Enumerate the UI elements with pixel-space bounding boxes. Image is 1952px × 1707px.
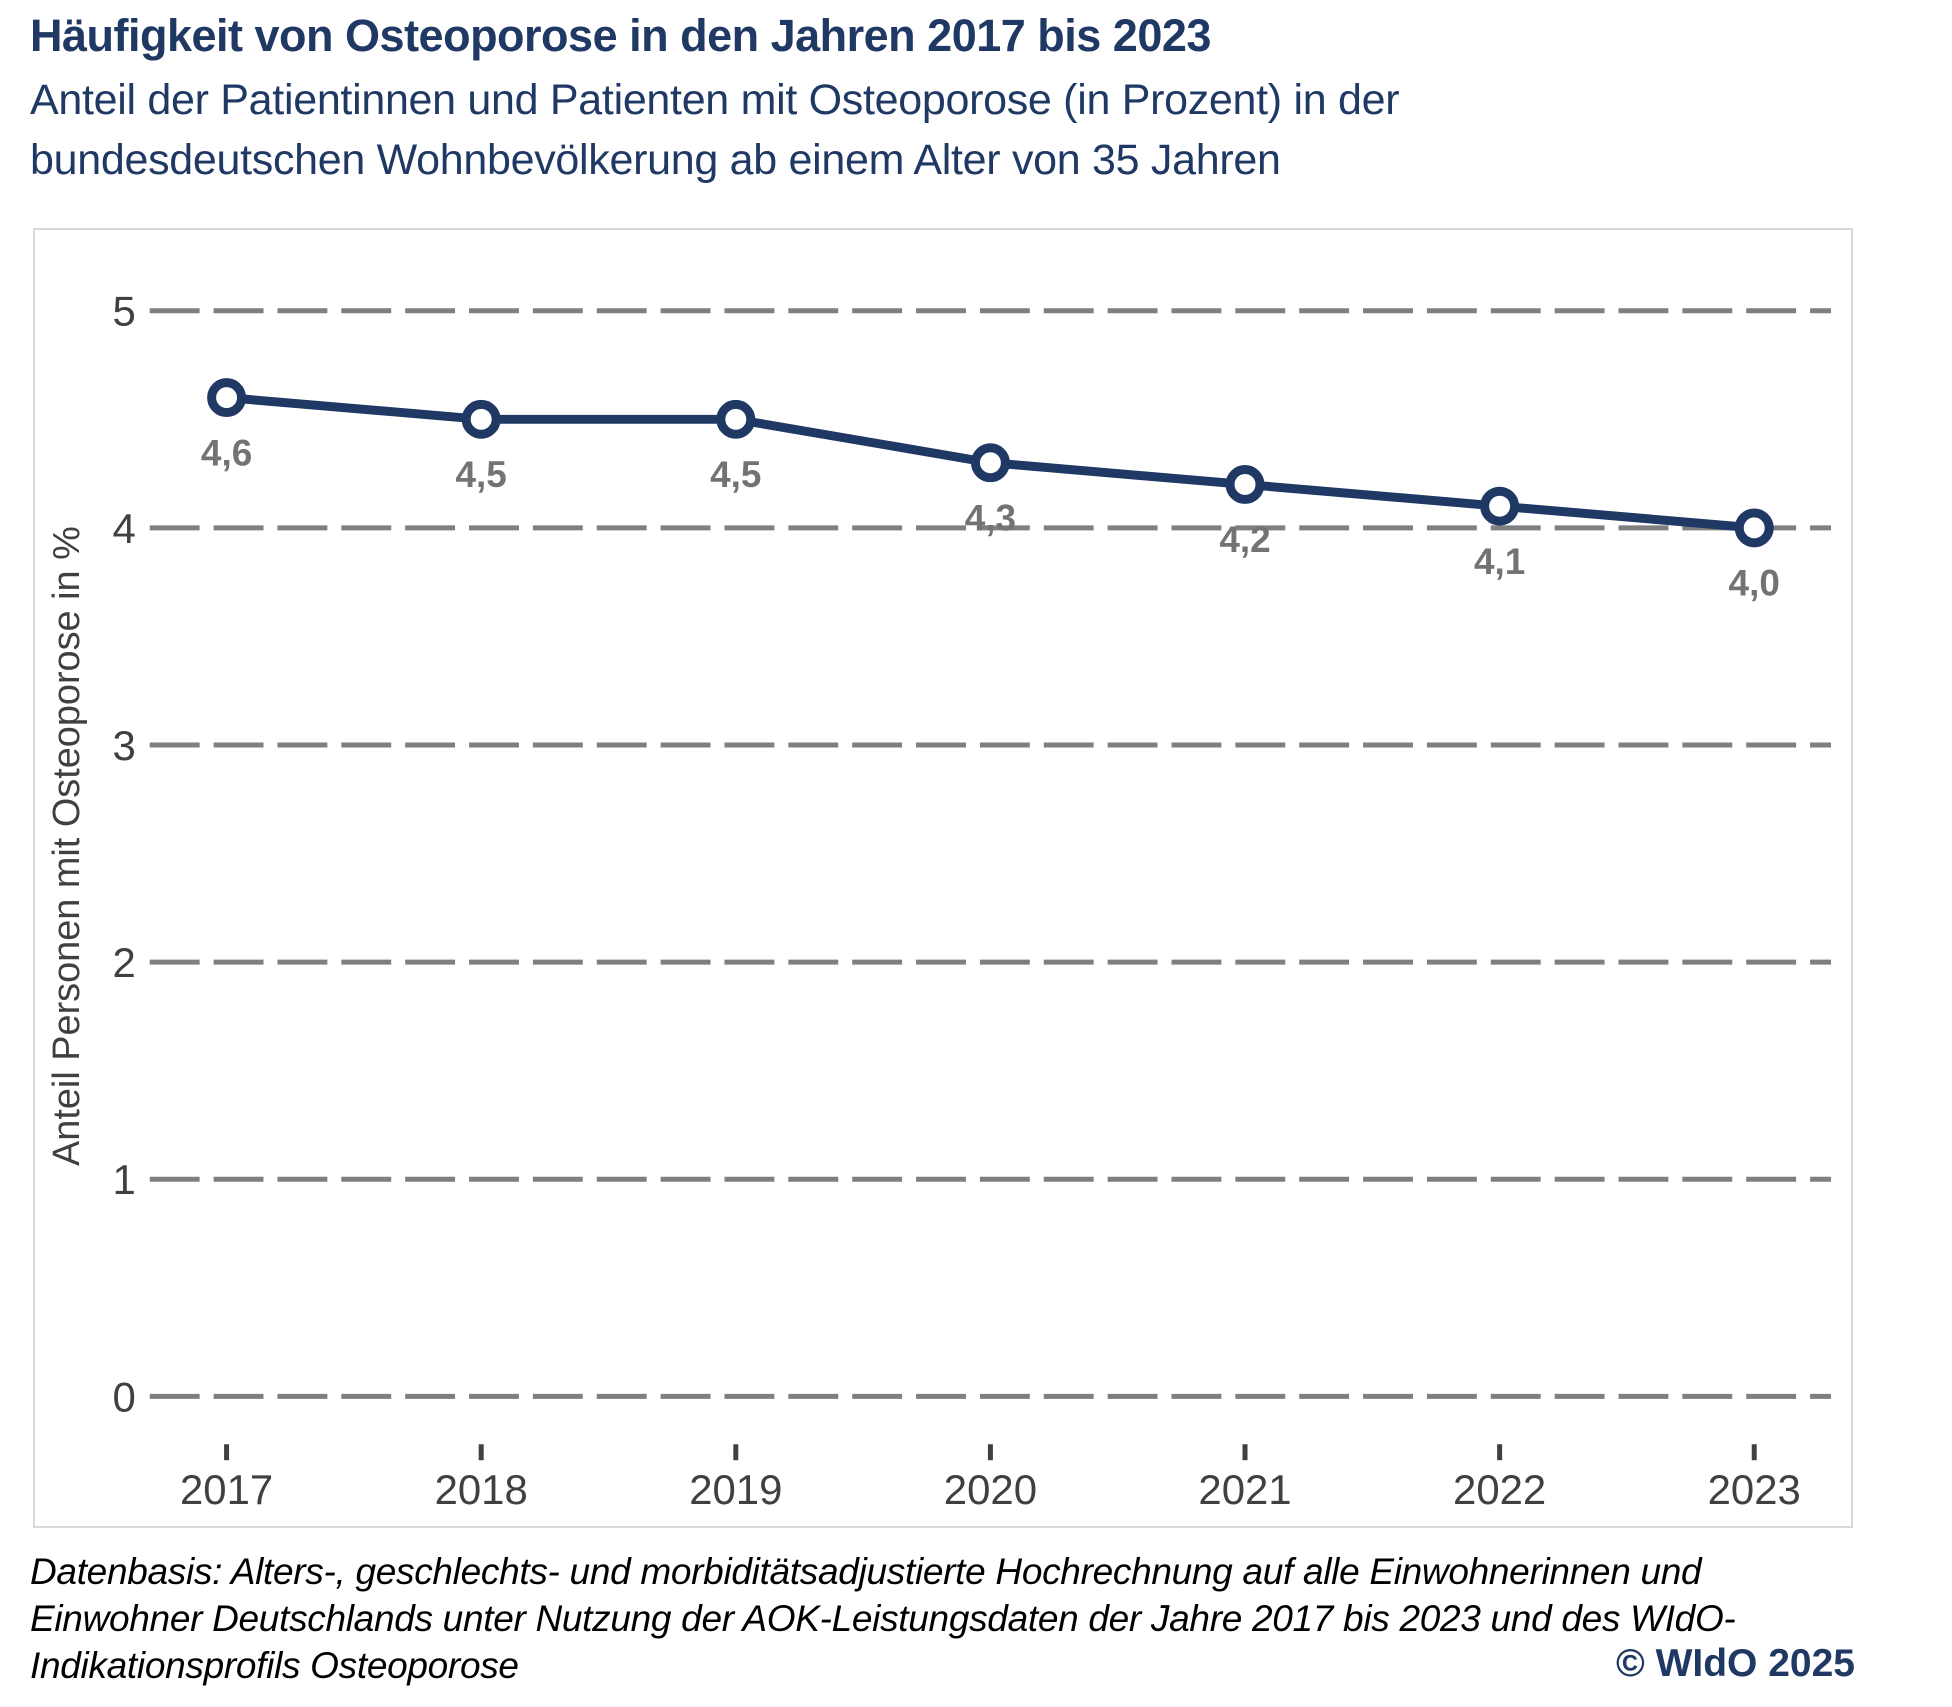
x-axis-tick-2017 [224,1444,230,1461]
data-label-2021: 4,2 [1219,519,1270,560]
y-axis-title: Anteil Personen mit Osteoporose in % [46,526,88,1166]
page-subtitle: Anteil der Patientinnen und Patienten mi… [30,70,1400,190]
data-label-2017: 4,6 [201,432,252,473]
data-point-2020 [970,443,1010,483]
x-axis-label-2020: 2020 [944,1466,1037,1513]
data-label-2020: 4,3 [965,498,1016,539]
x-axis-label-2018: 2018 [435,1466,528,1513]
y-axis-tick-label: 0 [112,1373,135,1420]
x-axis-tick-2023 [1751,1444,1757,1461]
data-point-2022 [1480,486,1520,526]
data-source-note: Datenbasis: Alters-, geschlechts- und mo… [30,1548,1736,1689]
x-axis-tick-2022 [1497,1444,1503,1461]
data-point-2019 [716,399,756,439]
chart-plot-area: 0 1 2 3 4 5 Anteil Personen mit Osteoporose in… [33,228,1853,1528]
page-subtitle-line-2: bundesdeutschen Wohnbevölkerung ab einem… [30,136,1281,184]
y-axis-tick-label: 4 [112,505,135,552]
data-source-note-line-2: Einwohner Deutschlands unter Nutzung der… [30,1598,1736,1639]
x-axis-label-2017: 2017 [180,1466,273,1513]
x-axis-label-2022: 2022 [1453,1466,1546,1513]
x-axis-label-2019: 2019 [689,1466,782,1513]
data-point-2023 [1734,508,1774,548]
copyright-label: © WIdO 2025 [1616,1642,1855,1685]
x-axis-label-2021: 2021 [1198,1466,1291,1513]
data-source-note-line-3: Indikationsprofils Osteoporose [30,1645,519,1686]
x-axis-label-2023: 2023 [1708,1466,1801,1513]
y-axis-tick-label: 2 [112,939,135,986]
data-label-2018: 4,5 [456,454,507,495]
page-subtitle-line-1: Anteil der Patientinnen und Patienten mi… [30,76,1400,124]
data-point-2018 [461,399,501,439]
osteoporosis-line-chart: 0 1 2 3 4 5 Anteil Personen mit Osteoporose in… [46,288,1832,1513]
data-source-note-line-1: Datenbasis: Alters-, geschlechts- und mo… [30,1551,1702,1592]
x-axis-tick-2020 [987,1444,993,1461]
data-point-2021 [1225,465,1265,504]
x-axis-tick-2021 [1242,1444,1248,1461]
page-title: Häufigkeit von Osteoporose in den Jahren… [30,10,1211,61]
y-axis-tick-label: 5 [112,288,135,335]
data-label-2019: 4,5 [710,454,761,495]
data-point-2017 [207,378,247,418]
data-label-2023: 4,0 [1729,563,1780,604]
x-axis-tick-2019 [733,1444,739,1461]
data-label-2022: 4,1 [1474,541,1525,582]
x-axis-tick-2018 [478,1444,484,1461]
y-axis-tick-label: 3 [112,722,135,769]
y-axis-tick-label: 1 [112,1156,135,1203]
